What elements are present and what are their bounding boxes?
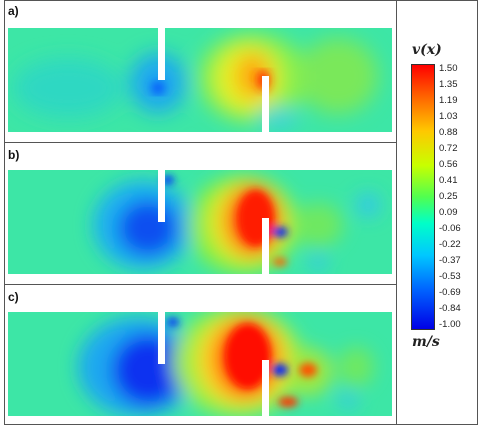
panel-divider-bc (4, 284, 396, 285)
colorbar-tick-label: -0.37 (439, 255, 461, 266)
colorbar-tick-label: -1.00 (439, 319, 461, 330)
colorbar-tick-label: -0.53 (439, 271, 461, 282)
panel-label-b: b) (8, 148, 20, 162)
colorbar-tick-label: 0.56 (439, 159, 458, 170)
colorbar (411, 64, 435, 330)
colorbar-tick-label: -0.22 (439, 239, 461, 250)
colorbar-tick-label: 0.41 (439, 175, 458, 186)
colorbar-title: v(x) (412, 42, 442, 58)
colorbar-tick-label: 1.19 (439, 95, 458, 106)
panel-label-c: c) (8, 290, 19, 304)
velocity-field-panel-b (8, 170, 392, 274)
colorbar-tick-label: -0.69 (439, 287, 461, 298)
figure-frame (4, 0, 478, 425)
colorbar-tick-label: 1.03 (439, 111, 458, 122)
colorbar-tick-label: 1.50 (439, 63, 458, 74)
colorbar-tick-label: -0.06 (439, 223, 461, 234)
colorbar-tick-label: 0.09 (439, 207, 458, 218)
colorbar-tick-label: -0.84 (439, 303, 461, 314)
colorbar-divider (396, 0, 397, 425)
colorbar-unit: m/s (412, 334, 440, 350)
velocity-field-panel-a (8, 28, 392, 132)
colorbar-tick-label: 0.88 (439, 127, 458, 138)
colorbar-tick-label: 1.35 (439, 79, 458, 90)
colorbar-tick-label: 0.72 (439, 143, 458, 154)
panel-label-a: a) (8, 4, 19, 18)
velocity-field-panel-c (8, 312, 392, 416)
panel-divider-ab (4, 142, 396, 143)
colorbar-tick-label: 0.25 (439, 191, 458, 202)
